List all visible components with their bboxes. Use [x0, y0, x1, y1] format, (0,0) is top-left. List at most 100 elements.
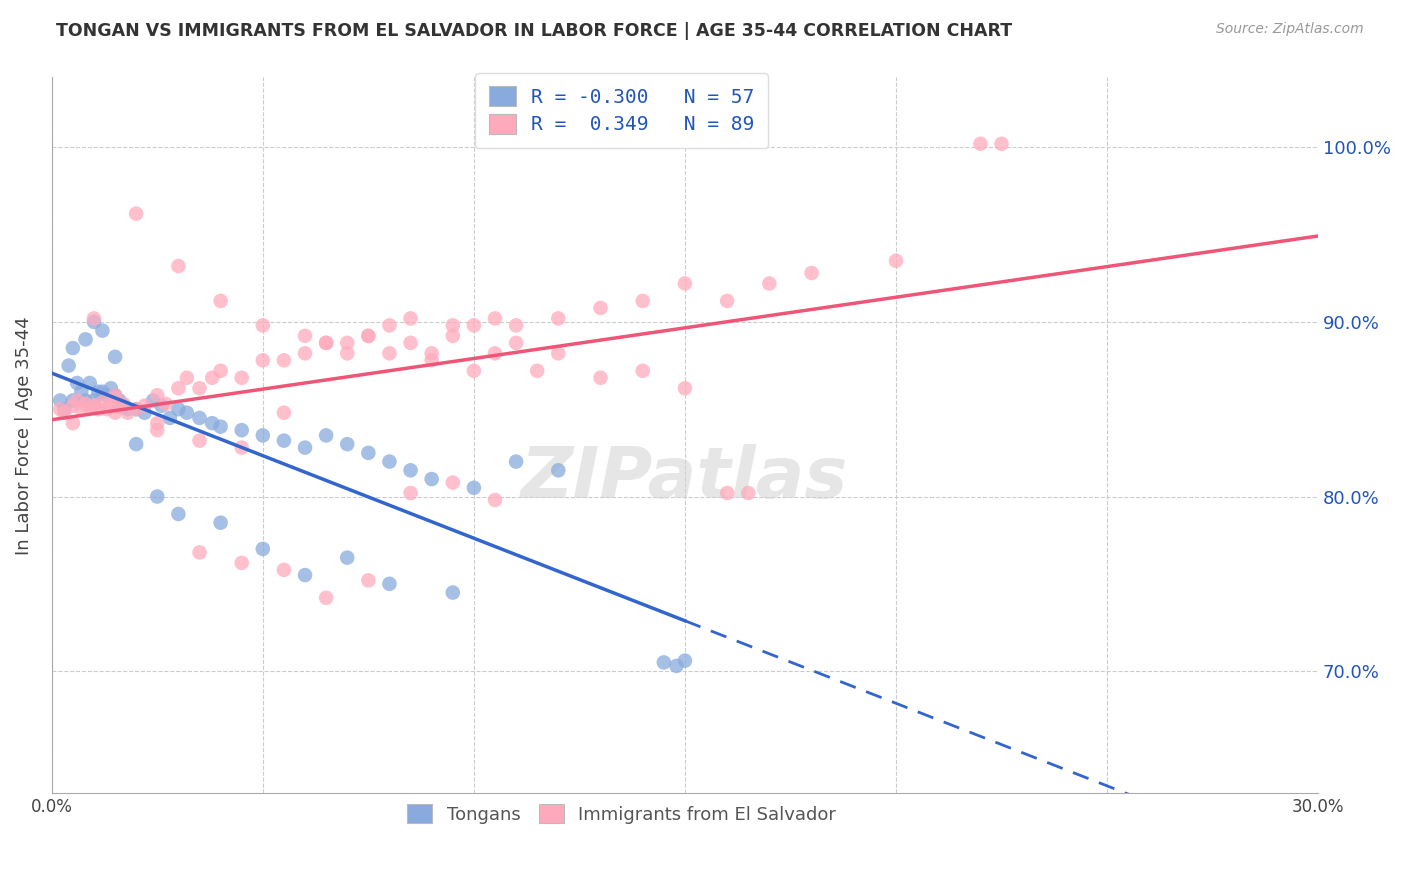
Y-axis label: In Labor Force | Age 35-44: In Labor Force | Age 35-44 [15, 316, 32, 555]
Point [357, 446, 380, 460]
Point [441, 318, 464, 333]
Point [294, 346, 316, 360]
Point [201, 371, 224, 385]
Point [146, 388, 169, 402]
Point [146, 416, 169, 430]
Point [75, 393, 97, 408]
Point [399, 463, 422, 477]
Point [134, 399, 156, 413]
Point [547, 463, 569, 477]
Point [231, 556, 253, 570]
Point [716, 486, 738, 500]
Point [357, 574, 380, 588]
Point [673, 654, 696, 668]
Point [66, 376, 89, 390]
Point [336, 346, 359, 360]
Point [484, 493, 506, 508]
Point [294, 441, 316, 455]
Point [75, 397, 97, 411]
Point [547, 311, 569, 326]
Point [420, 346, 443, 360]
Point [631, 364, 654, 378]
Point [96, 402, 118, 417]
Point [117, 402, 139, 417]
Point [737, 486, 759, 500]
Point [273, 434, 295, 448]
Point [58, 359, 80, 373]
Point [378, 454, 401, 468]
Point [990, 136, 1012, 151]
Point [505, 318, 527, 333]
Point [273, 353, 295, 368]
Point [75, 332, 97, 346]
Point [188, 434, 211, 448]
Point [125, 402, 148, 417]
Point [104, 392, 127, 406]
Point [631, 293, 654, 308]
Point [716, 293, 738, 308]
Point [100, 381, 122, 395]
Point [589, 301, 612, 315]
Point [463, 364, 485, 378]
Text: TONGAN VS IMMIGRANTS FROM EL SALVADOR IN LABOR FORCE | AGE 35-44 CORRELATION CHA: TONGAN VS IMMIGRANTS FROM EL SALVADOR IN… [56, 22, 1012, 40]
Point [91, 384, 114, 399]
Point [336, 550, 359, 565]
Point [884, 253, 907, 268]
Point [505, 335, 527, 350]
Point [125, 207, 148, 221]
Point [53, 406, 76, 420]
Point [399, 335, 422, 350]
Point [463, 318, 485, 333]
Point [294, 329, 316, 343]
Point [673, 381, 696, 395]
Text: ZIPatlas: ZIPatlas [522, 444, 849, 513]
Point [357, 329, 380, 343]
Point [673, 277, 696, 291]
Point [420, 353, 443, 368]
Point [66, 393, 89, 408]
Point [336, 335, 359, 350]
Point [134, 406, 156, 420]
Point [484, 311, 506, 326]
Point [505, 454, 527, 468]
Point [167, 381, 190, 395]
Point [441, 329, 464, 343]
Point [420, 472, 443, 486]
Point [104, 406, 127, 420]
Point [399, 486, 422, 500]
Point [83, 311, 105, 326]
Point [252, 428, 274, 442]
Point [79, 401, 101, 415]
Point [188, 411, 211, 425]
Point [273, 563, 295, 577]
Point [209, 419, 232, 434]
Point [399, 311, 422, 326]
Point [188, 545, 211, 559]
Point [167, 507, 190, 521]
Point [176, 371, 198, 385]
Point [53, 402, 76, 417]
Point [294, 568, 316, 582]
Point [463, 481, 485, 495]
Point [231, 423, 253, 437]
Point [159, 411, 181, 425]
Point [108, 401, 131, 415]
Point [441, 585, 464, 599]
Point [188, 381, 211, 395]
Point [62, 341, 84, 355]
Point [104, 388, 127, 402]
Point [201, 416, 224, 430]
Point [70, 402, 93, 417]
Point [83, 393, 105, 408]
Point [800, 266, 823, 280]
Point [150, 399, 173, 413]
Point [104, 350, 127, 364]
Point [315, 591, 337, 605]
Point [112, 397, 135, 411]
Point [100, 399, 122, 413]
Point [526, 364, 548, 378]
Point [252, 318, 274, 333]
Point [176, 406, 198, 420]
Point [155, 397, 177, 411]
Point [62, 399, 84, 413]
